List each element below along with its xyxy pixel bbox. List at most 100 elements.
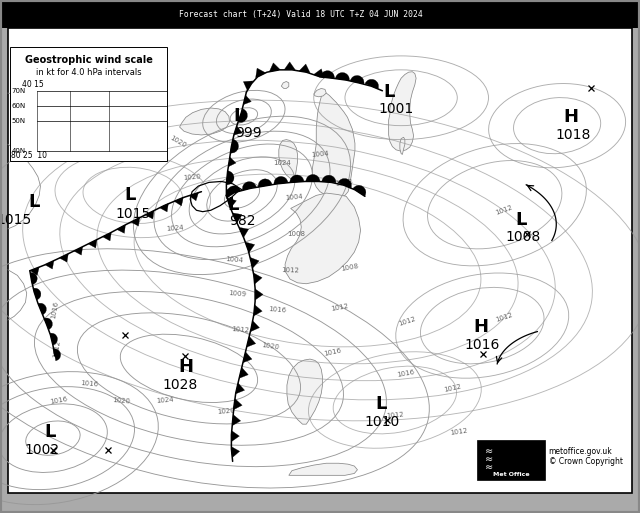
Polygon shape	[145, 210, 154, 219]
Polygon shape	[239, 367, 248, 378]
Text: 1020: 1020	[217, 408, 236, 416]
Wedge shape	[227, 171, 234, 185]
Text: 1010: 1010	[365, 416, 400, 429]
Text: 1008: 1008	[505, 230, 540, 244]
Polygon shape	[284, 62, 295, 70]
Text: 1015: 1015	[115, 207, 150, 221]
Wedge shape	[290, 175, 304, 183]
Polygon shape	[287, 359, 323, 424]
Polygon shape	[180, 108, 230, 135]
Text: 1020: 1020	[113, 397, 131, 405]
Polygon shape	[400, 137, 405, 154]
Text: 1004: 1004	[311, 151, 329, 158]
Polygon shape	[131, 218, 140, 226]
Text: Geostrophic wind scale: Geostrophic wind scale	[24, 55, 152, 65]
Wedge shape	[338, 179, 351, 188]
Wedge shape	[238, 109, 248, 123]
Polygon shape	[232, 213, 242, 223]
Polygon shape	[279, 140, 298, 179]
Text: 80 25  10: 80 25 10	[12, 151, 47, 161]
Text: 40N: 40N	[12, 148, 26, 154]
Text: 1024: 1024	[156, 396, 174, 404]
Text: 1012: 1012	[281, 267, 299, 274]
Polygon shape	[243, 95, 252, 105]
Polygon shape	[45, 261, 54, 269]
Text: 1004: 1004	[225, 256, 243, 263]
Polygon shape	[88, 240, 97, 248]
Text: 1012: 1012	[331, 303, 349, 312]
Polygon shape	[388, 72, 416, 151]
Polygon shape	[174, 198, 183, 206]
Text: 1024: 1024	[166, 224, 184, 232]
Text: ≈: ≈	[485, 462, 493, 472]
Text: Met Office: Met Office	[493, 471, 529, 477]
Bar	[0, 0, 640, 28]
Polygon shape	[250, 321, 259, 332]
Polygon shape	[102, 232, 111, 241]
Text: 982: 982	[228, 214, 255, 228]
Text: 1016: 1016	[268, 306, 287, 313]
Wedge shape	[365, 80, 378, 89]
Polygon shape	[269, 63, 280, 72]
Text: 1012: 1012	[398, 315, 417, 327]
Text: metoffice.gov.uk
© Crown Copyright: metoffice.gov.uk © Crown Copyright	[548, 446, 623, 466]
Wedge shape	[54, 349, 61, 361]
Polygon shape	[314, 88, 326, 97]
Polygon shape	[250, 258, 259, 268]
Text: in kt for 4.0 hPa intervals: in kt for 4.0 hPa intervals	[36, 68, 141, 77]
Text: 1016: 1016	[50, 396, 68, 405]
Text: L: L	[227, 195, 238, 214]
Text: 1004: 1004	[285, 194, 303, 202]
Polygon shape	[30, 267, 39, 275]
Text: Forecast chart (T+24) Valid 18 UTC T+Z 04 JUN 2024: Forecast chart (T+24) Valid 18 UTC T+Z 0…	[179, 10, 423, 18]
Polygon shape	[234, 399, 242, 410]
Text: 1012: 1012	[495, 204, 513, 216]
Polygon shape	[243, 352, 252, 363]
Text: 1024: 1024	[274, 160, 291, 166]
Text: 1012: 1012	[495, 311, 513, 323]
Wedge shape	[44, 318, 52, 329]
Text: 1008: 1008	[287, 230, 305, 236]
Text: L: L	[383, 83, 394, 101]
Text: 1016: 1016	[323, 348, 342, 358]
Polygon shape	[312, 93, 355, 198]
Polygon shape	[231, 446, 239, 458]
Polygon shape	[236, 383, 244, 394]
Text: 999: 999	[235, 126, 262, 140]
Text: 1015: 1015	[135, 111, 153, 126]
Text: L: L	[233, 107, 244, 125]
Wedge shape	[50, 333, 58, 345]
Text: 1016: 1016	[465, 338, 500, 352]
Text: L: L	[29, 193, 40, 211]
Polygon shape	[228, 157, 236, 167]
Wedge shape	[38, 303, 46, 315]
Wedge shape	[335, 72, 349, 81]
Text: 1020: 1020	[261, 342, 279, 351]
Polygon shape	[232, 430, 239, 442]
Polygon shape	[227, 189, 234, 199]
Text: ≈: ≈	[485, 455, 493, 464]
Text: H: H	[179, 359, 193, 377]
Text: 1012: 1012	[386, 411, 404, 419]
Wedge shape	[306, 174, 320, 182]
Polygon shape	[253, 305, 262, 316]
Polygon shape	[289, 463, 358, 476]
Wedge shape	[258, 179, 272, 187]
Text: 60N: 60N	[12, 103, 26, 109]
Text: 1005: 1005	[74, 78, 92, 94]
Polygon shape	[189, 193, 198, 201]
Text: 1012: 1012	[52, 340, 61, 358]
Wedge shape	[350, 75, 364, 84]
Text: 1012: 1012	[443, 384, 461, 393]
Polygon shape	[74, 247, 83, 255]
Text: 40 15: 40 15	[22, 80, 44, 89]
Polygon shape	[299, 64, 310, 73]
Wedge shape	[30, 272, 37, 285]
Text: 1010: 1010	[102, 92, 120, 108]
Text: 50N: 50N	[12, 117, 26, 124]
Polygon shape	[234, 126, 242, 135]
Text: 1016: 1016	[80, 380, 99, 387]
Wedge shape	[230, 139, 239, 153]
Polygon shape	[227, 198, 236, 208]
Wedge shape	[33, 288, 41, 300]
